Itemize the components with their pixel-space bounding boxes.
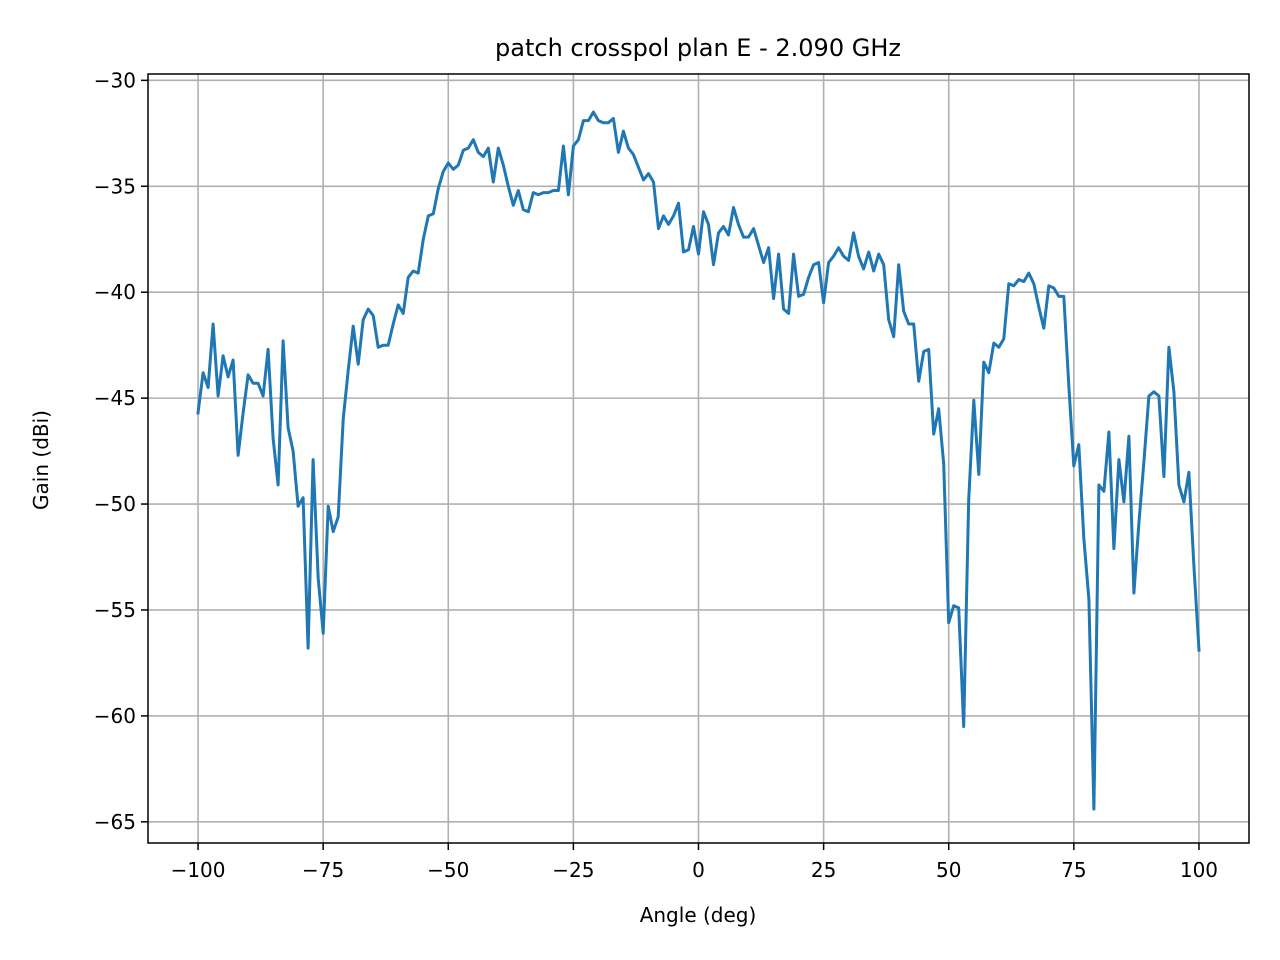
y-tick-label: −55 <box>94 598 136 622</box>
y-tick-label: −35 <box>94 174 136 198</box>
y-tick-label: −45 <box>94 386 136 410</box>
x-tick-label: −75 <box>302 858 344 882</box>
grid-lines <box>148 74 1249 843</box>
x-tick-label: 25 <box>811 858 836 882</box>
y-tick-label: −50 <box>94 492 136 516</box>
x-tick-label: −100 <box>171 858 226 882</box>
y-tick-label: −65 <box>94 810 136 834</box>
series-lines <box>196 110 1201 811</box>
y-tick-label: −40 <box>94 280 136 304</box>
x-tick-label: 100 <box>1180 858 1218 882</box>
y-axis-ticks: −30 −35 −40 −45 −50 −55 −60 −65 <box>94 68 148 834</box>
x-axis-ticks: −100 −75 −50 −25 0 25 50 75 100 <box>171 843 1218 882</box>
x-tick-label: 0 <box>692 858 705 882</box>
y-tick-label: −60 <box>94 704 136 728</box>
chart-title: patch crosspol plan E - 2.090 GHz <box>495 34 901 62</box>
x-tick-label: 75 <box>1061 858 1086 882</box>
x-axis-label: Angle (deg) <box>640 903 757 927</box>
x-tick-label: −50 <box>427 858 469 882</box>
series-line <box>196 110 1201 811</box>
x-tick-label: −25 <box>552 858 594 882</box>
x-tick-label: 50 <box>936 858 961 882</box>
y-axis-label: Gain (dBi) <box>29 410 53 510</box>
y-tick-label: −30 <box>94 68 136 92</box>
